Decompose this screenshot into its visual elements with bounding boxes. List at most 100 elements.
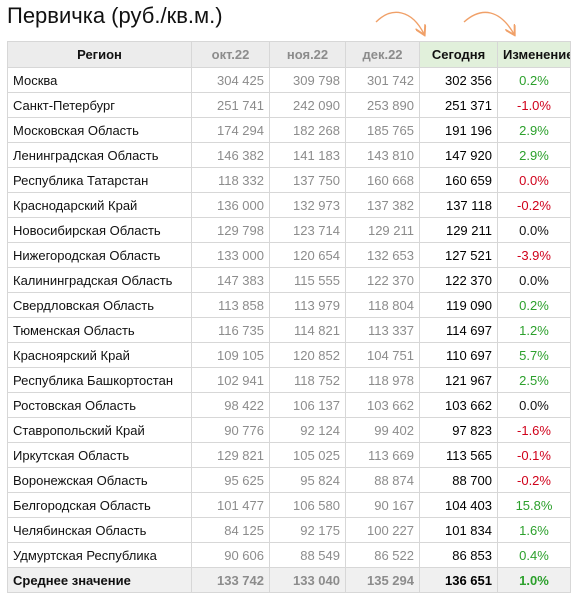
- change-value-cell: -3.9%: [497, 242, 571, 268]
- nov-value-cell: 120 852: [269, 342, 346, 368]
- table-row[interactable]: Тюменская Область 116 735 114 821 113 337 11…: [7, 317, 571, 343]
- table-row[interactable]: Краснодарский Край 136 000 132 973 137 382 1…: [7, 192, 571, 218]
- region-cell: Краснодарский Край: [7, 192, 192, 218]
- region-cell: Воронежская Область: [7, 467, 192, 493]
- nov-value-cell: 182 268: [269, 117, 346, 143]
- change-value-cell: 1.2%: [497, 317, 571, 343]
- nov-value-cell: 242 090: [269, 92, 346, 118]
- dec-value-cell: 143 810: [345, 142, 420, 168]
- average-oct-cell: 133 742: [191, 567, 270, 593]
- table-row[interactable]: Московская Область 174 294 182 268 185 765 1…: [7, 117, 571, 143]
- nov-value-cell: 92 124: [269, 417, 346, 443]
- today-value-cell: 191 196: [419, 117, 498, 143]
- table-row[interactable]: Санкт-Петербург 251 741 242 090 253 890 251 …: [7, 92, 571, 118]
- dec-value-cell: 129 211: [345, 217, 420, 243]
- arrow-to-change-icon: [463, 11, 514, 34]
- dec-value-cell: 90 167: [345, 492, 420, 518]
- dec-value-cell: 86 522: [345, 542, 420, 568]
- change-value-cell: 0.4%: [497, 542, 571, 568]
- region-cell: Иркутская Область: [7, 442, 192, 468]
- change-value-cell: -0.2%: [497, 192, 571, 218]
- region-cell: Московская Область: [7, 117, 192, 143]
- column-header-region[interactable]: Регион: [7, 41, 192, 68]
- column-header-nov[interactable]: ноя.22: [269, 41, 346, 68]
- nov-value-cell: 106 137: [269, 392, 346, 418]
- dec-value-cell: 122 370: [345, 267, 420, 293]
- table-row[interactable]: Удмуртская Республика 90 606 88 549 86 522 8…: [7, 542, 571, 568]
- table-row[interactable]: Ростовская Область 98 422 106 137 103 662 10…: [7, 392, 571, 418]
- change-value-cell: -0.2%: [497, 467, 571, 493]
- oct-value-cell: 147 383: [191, 267, 270, 293]
- table-row[interactable]: Ставропольский Край 90 776 92 124 99 402 97 …: [7, 417, 571, 443]
- today-value-cell: 97 823: [419, 417, 498, 443]
- table-row[interactable]: Новосибирская Область 129 798 123 714 129 2…: [7, 217, 571, 243]
- region-cell: Санкт-Петербург: [7, 92, 192, 118]
- average-nov-cell: 133 040: [269, 567, 346, 593]
- region-cell: Ставропольский Край: [7, 417, 192, 443]
- region-cell: Новосибирская Область: [7, 217, 192, 243]
- table-row[interactable]: Челябинская Область 84 125 92 175 100 227 10…: [7, 517, 571, 543]
- region-cell: Республика Татарстан: [7, 167, 192, 193]
- table-row[interactable]: Республика Башкортостан 102 941 118 752 118…: [7, 367, 571, 393]
- oct-value-cell: 102 941: [191, 367, 270, 393]
- today-value-cell: 137 118: [419, 192, 498, 218]
- oct-value-cell: 146 382: [191, 142, 270, 168]
- nov-value-cell: 115 555: [269, 267, 346, 293]
- today-value-cell: 104 403: [419, 492, 498, 518]
- change-value-cell: 0.0%: [497, 167, 571, 193]
- today-value-cell: 302 356: [419, 67, 498, 93]
- today-value-cell: 103 662: [419, 392, 498, 418]
- dec-value-cell: 113 669: [345, 442, 420, 468]
- dec-value-cell: 103 662: [345, 392, 420, 418]
- today-value-cell: 101 834: [419, 517, 498, 543]
- change-value-cell: 1.6%: [497, 517, 571, 543]
- average-change-cell: 1.0%: [497, 567, 571, 593]
- average-dec-cell: 135 294: [345, 567, 420, 593]
- today-value-cell: 121 967: [419, 367, 498, 393]
- dec-value-cell: 104 751: [345, 342, 420, 368]
- today-value-cell: 127 521: [419, 242, 498, 268]
- region-cell: Москва: [7, 67, 192, 93]
- dec-value-cell: 113 337: [345, 317, 420, 343]
- nov-value-cell: 132 973: [269, 192, 346, 218]
- table-row[interactable]: Белгородская Область 101 477 106 580 90 167…: [7, 492, 571, 518]
- table-row[interactable]: Нижегородская Область 133 000 120 654 132 6…: [7, 242, 571, 268]
- table-row[interactable]: Воронежская Область 95 625 95 824 88 874 88 …: [7, 467, 571, 493]
- table-row[interactable]: Иркутская Область 129 821 105 025 113 669 11…: [7, 442, 571, 468]
- column-header-change[interactable]: Изменение: [497, 41, 571, 68]
- change-value-cell: 15.8%: [497, 492, 571, 518]
- oct-value-cell: 113 858: [191, 292, 270, 318]
- nov-value-cell: 137 750: [269, 167, 346, 193]
- table-row[interactable]: Красноярский Край 109 105 120 852 104 751 11…: [7, 342, 571, 368]
- dec-value-cell: 100 227: [345, 517, 420, 543]
- table-row[interactable]: Калининградская Область 147 383 115 555 122…: [7, 267, 571, 293]
- trend-arrows: [375, 11, 576, 40]
- average-today-cell: 136 651: [419, 567, 498, 593]
- table-row[interactable]: Свердловская Область 113 858 113 979 118 80…: [7, 292, 571, 318]
- average-label-cell: Среднее значение: [7, 567, 192, 593]
- region-cell: Тюменская Область: [7, 317, 192, 343]
- change-value-cell: 0.2%: [497, 292, 571, 318]
- today-value-cell: 114 697: [419, 317, 498, 343]
- change-value-cell: -1.6%: [497, 417, 571, 443]
- dec-value-cell: 253 890: [345, 92, 420, 118]
- column-header-today[interactable]: Сегодня: [419, 41, 498, 68]
- oct-value-cell: 101 477: [191, 492, 270, 518]
- table-row[interactable]: Ленинградская Область 146 382 141 183 143 8…: [7, 142, 571, 168]
- column-header-dec[interactable]: дек.22: [345, 41, 420, 68]
- change-value-cell: 2.5%: [497, 367, 571, 393]
- oct-value-cell: 90 606: [191, 542, 270, 568]
- column-header-oct[interactable]: окт.22: [191, 41, 270, 68]
- dec-value-cell: 118 804: [345, 292, 420, 318]
- change-value-cell: 2.9%: [497, 117, 571, 143]
- table-row[interactable]: Республика Татарстан 118 332 137 750 160 66…: [7, 167, 571, 193]
- region-cell: Ростовская Область: [7, 392, 192, 418]
- table-row[interactable]: Москва 304 425 309 798 301 742 302 356 0.2%: [7, 67, 571, 93]
- nov-value-cell: 95 824: [269, 467, 346, 493]
- today-value-cell: 113 565: [419, 442, 498, 468]
- oct-value-cell: 109 105: [191, 342, 270, 368]
- oct-value-cell: 304 425: [191, 67, 270, 93]
- oct-value-cell: 136 000: [191, 192, 270, 218]
- region-cell: Свердловская Область: [7, 292, 192, 318]
- change-value-cell: 5.7%: [497, 342, 571, 368]
